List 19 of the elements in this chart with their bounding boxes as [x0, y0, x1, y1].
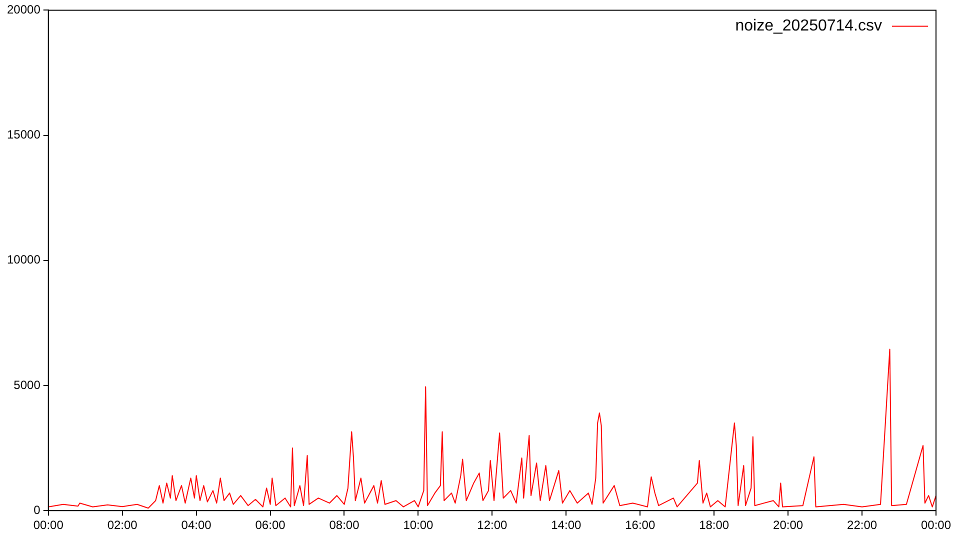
- x-tick-label: 02:00: [107, 518, 138, 532]
- y-tick-label: 5000: [14, 378, 41, 392]
- x-tick-label: 00:00: [920, 518, 952, 532]
- x-tick-label: 06:00: [255, 518, 286, 532]
- x-tick-label: 20:00: [773, 518, 804, 532]
- x-tick-label: 18:00: [699, 518, 730, 532]
- x-tick-label: 12:00: [477, 518, 508, 532]
- x-tick-label: 08:00: [329, 518, 360, 532]
- x-tick-label: 04:00: [181, 518, 212, 532]
- x-tick-label: 00:00: [33, 518, 64, 532]
- y-tick-label: 0: [34, 502, 41, 517]
- y-tick-label: 15000: [6, 128, 41, 142]
- legend-label: noize_20250714.csv: [735, 18, 882, 35]
- x-tick-label: 22:00: [847, 518, 878, 532]
- x-tick-label: 14:00: [551, 518, 582, 532]
- x-tick-label: 10:00: [403, 518, 434, 532]
- y-tick-label: 10000: [6, 252, 41, 267]
- y-tick-label: 20000: [6, 2, 41, 17]
- x-tick-label: 16:00: [625, 518, 656, 532]
